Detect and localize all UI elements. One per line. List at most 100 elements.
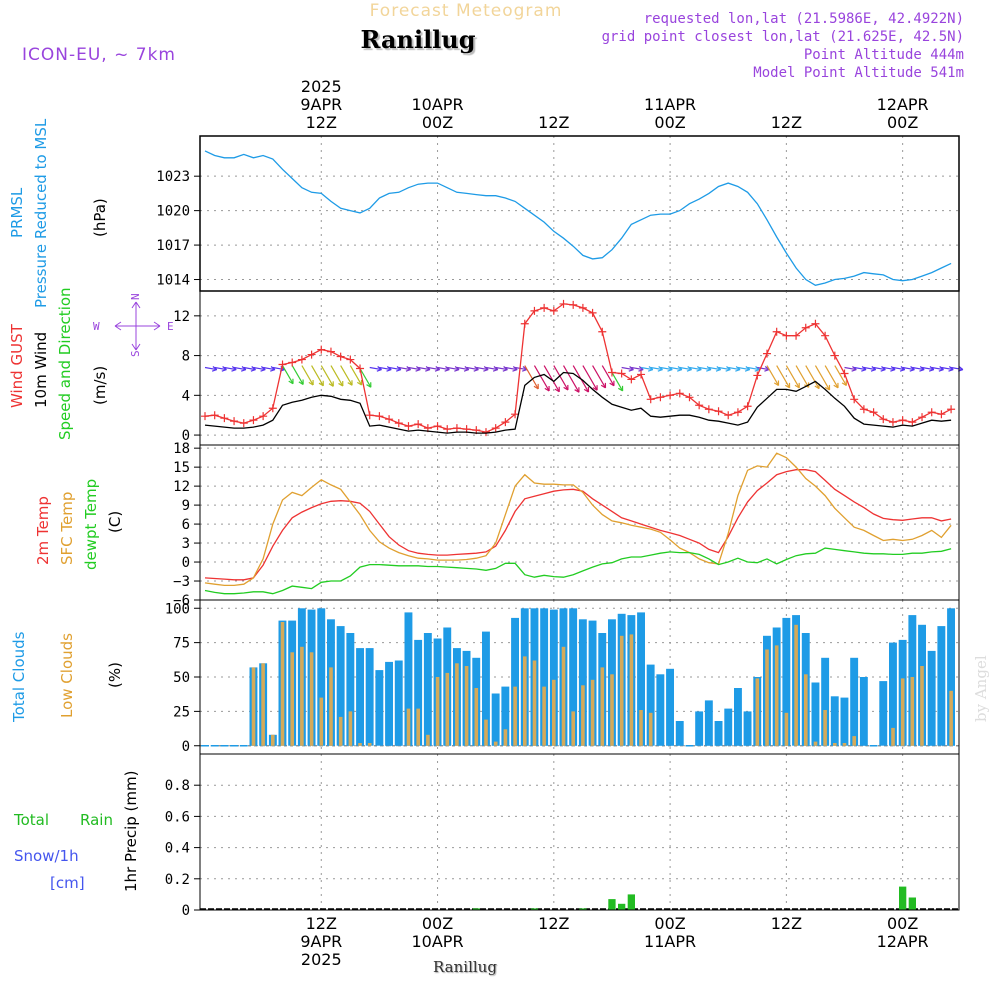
y-tick-label: 15 [173,460,190,476]
wind-arrow-head [600,382,607,389]
wind-arrow [747,366,760,371]
low-cloud-bar [900,678,905,746]
total-cloud-bar [414,639,423,746]
wind-arrow [524,365,539,390]
total-cloud-bar [404,612,413,746]
gust-marker [452,424,461,433]
bottom-time-label: 9APR [300,932,342,951]
top-time-label: 00Z [654,113,685,132]
gust-marker [908,418,917,427]
gust-marker [607,368,616,377]
gust-marker [540,303,549,312]
low-cloud-bar [842,743,847,746]
wind-arrow [950,366,964,371]
y-tick-label: 1023 [156,169,190,185]
low-cloud-bar [949,690,953,746]
series-prmsl [204,150,952,286]
rain-bar [608,899,616,910]
gust-marker [879,415,888,424]
wind-arrow [485,366,498,371]
gust-marker [724,411,733,420]
wind-arrow [640,366,653,371]
low-cloud-bar [629,634,634,746]
wind-arrow-head [574,387,580,393]
gust-marker [559,299,568,308]
wind-arrow [263,366,276,371]
y-tick-label: 100 [165,601,190,617]
low-cloud-bar [804,674,808,746]
wind-arrow [737,366,750,371]
wind-arrow [912,366,925,371]
total-cloud-bar [482,631,490,746]
low-cloud-bar [823,710,827,746]
low-cloud-bar [542,686,546,746]
wind-arrow-head [347,380,353,386]
gust-marker [414,420,423,429]
y-tick-label: 0 [182,555,190,571]
total-cloud-bar [346,633,355,746]
t2m-label: 2m Temp [34,496,52,565]
low-cloud-bar [329,667,333,746]
total-cloud-bar [879,681,888,746]
wind-arrow [466,366,479,371]
gust-marker [278,360,287,369]
temp-unit: (C) [106,511,124,533]
gust-marker [685,393,694,402]
gust-marker [443,425,452,434]
wind-arrow [214,366,227,371]
low-cloud-bar [503,729,508,746]
wind-arrow-head [773,380,780,387]
y-tick-label: 0.4 [165,841,190,857]
gust-marker [656,393,665,402]
y-tick-label: −6 [173,593,190,609]
wind-arrow-head [554,386,560,393]
compass-e: E [167,320,174,333]
low-cloud-bar [300,646,304,746]
gust-marker [695,401,704,410]
top-time-label: 12Z [771,113,802,132]
low-cloud-bar [319,697,324,746]
wind-arrow [592,365,607,389]
total-cloud-bar [423,633,432,746]
gust-marker [733,408,742,417]
gust-marker [850,395,859,404]
gust-marker [520,319,529,328]
wind-arrow [718,366,731,371]
low-cloud-bar [581,685,585,746]
total-cloud-bar [656,674,665,746]
gust-marker [830,351,839,360]
wind-arrow [621,366,634,371]
wind-arrow [291,365,304,385]
wind-arrow [834,365,847,386]
wind-arrow [931,366,944,371]
top-time-label: 12APR [877,95,929,114]
gust-marker [549,306,558,315]
total-cloud-bar [714,721,723,746]
low-cloud-bar [639,710,643,746]
total-cloud-bar [830,696,839,746]
low-cloud-bar [484,719,488,746]
prmsl-label: PRMSL [8,187,26,238]
gust-marker [491,424,500,433]
wind-arrow [349,365,363,386]
bottom-time-label: 11APR [644,932,696,951]
wind-arrow [340,365,353,386]
low-cloud-bar [852,736,856,746]
wind-arrow-head [544,385,550,392]
y-tick-label: 8 [182,349,190,365]
total-cloud-bar [821,657,830,746]
gust-marker [704,405,713,414]
rain-total-label: Total [13,811,49,829]
bottom-time-label: 12Z [771,914,802,933]
wind-arrow-head [609,380,615,387]
dewpt-label: dewpt Temp [82,479,100,570]
wind-arrow-head [794,382,800,389]
rain-bar [627,894,635,910]
wind-arrow-head [356,379,363,386]
gust-label: Wind GUST [8,323,26,408]
snow-unit-label: [cm] [50,874,85,892]
wind-arrow [601,365,615,387]
credit: by Angel [972,655,990,722]
gust-marker [859,405,868,414]
